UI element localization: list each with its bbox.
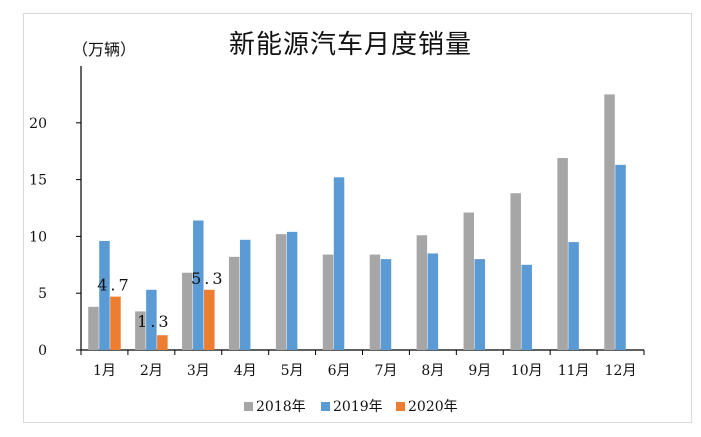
- bar-2019年-1月: [99, 240, 110, 350]
- y-tick-label: 0: [38, 343, 47, 359]
- x-tick-label: 1月: [93, 363, 116, 379]
- bar-2019年-10月: [521, 264, 532, 350]
- bar-2019年-8月: [427, 253, 439, 350]
- x-tick-label: 7月: [374, 363, 397, 379]
- x-tick-label: 12月: [605, 363, 637, 379]
- bar-2019年-4月: [239, 239, 251, 350]
- legend-swatch-2020年: [396, 402, 405, 411]
- x-tick-label: 3月: [187, 363, 210, 379]
- chart-title: 新能源汽车月度销量: [228, 30, 472, 60]
- bar-2018年-7月: [369, 254, 381, 350]
- data-label: 1.3: [137, 312, 171, 331]
- bar-2018年-2月: [135, 311, 146, 350]
- bar-2019年-11月: [568, 242, 579, 350]
- bar-2018年-9月: [463, 212, 475, 350]
- bar-2018年-1月: [88, 306, 99, 350]
- bar-2020年-1月: [110, 296, 121, 350]
- x-tick-label: 4月: [234, 363, 257, 379]
- bar-2018年-8月: [416, 235, 428, 350]
- bar-2020年-2月: [157, 335, 168, 350]
- bar-2018年-3月: [182, 272, 193, 350]
- bar-2018年-12月: [604, 94, 615, 351]
- x-tick-label: 10月: [511, 363, 543, 379]
- x-tick-label: 8月: [421, 363, 444, 379]
- y-axis-unit-label: （万辆）: [72, 40, 137, 59]
- chart-panel-border: [23, 13, 692, 423]
- x-tick-label: 9月: [468, 363, 491, 379]
- bar-2018年-4月: [228, 256, 240, 350]
- bar-2018年-10月: [510, 193, 521, 350]
- bar-2018年-5月: [275, 234, 287, 350]
- bar-2019年-12月: [615, 164, 626, 350]
- bar-2019年-5月: [286, 231, 298, 350]
- legend-label: 2018年: [256, 399, 306, 415]
- x-tick-label: 11月: [558, 363, 590, 379]
- x-tick-label: 2月: [140, 363, 163, 379]
- legend-swatch-2019年: [321, 402, 330, 411]
- bar-2019年-7月: [380, 259, 392, 350]
- y-tick-label: 5: [38, 286, 47, 302]
- bar-2020年-3月: [204, 289, 215, 350]
- legend-label: 2020年: [408, 399, 458, 415]
- bar-2019年-2月: [146, 289, 157, 350]
- y-tick-label: 15: [29, 173, 47, 189]
- x-tick-label: 6月: [328, 363, 351, 379]
- data-label: 5.3: [191, 269, 225, 288]
- x-tick-label: 5月: [281, 363, 304, 379]
- bar-2018年-6月: [322, 254, 334, 350]
- legend-label: 2019年: [333, 399, 383, 415]
- legend-swatch-2018年: [244, 402, 253, 411]
- bar-2019年-3月: [193, 220, 204, 350]
- data-label: 4.7: [97, 276, 131, 295]
- bar-2019年-6月: [333, 177, 345, 350]
- bar-2018年-11月: [557, 158, 568, 350]
- bar-2019年-9月: [474, 259, 486, 350]
- y-tick-label: 20: [29, 116, 47, 132]
- y-tick-label: 10: [29, 229, 47, 245]
